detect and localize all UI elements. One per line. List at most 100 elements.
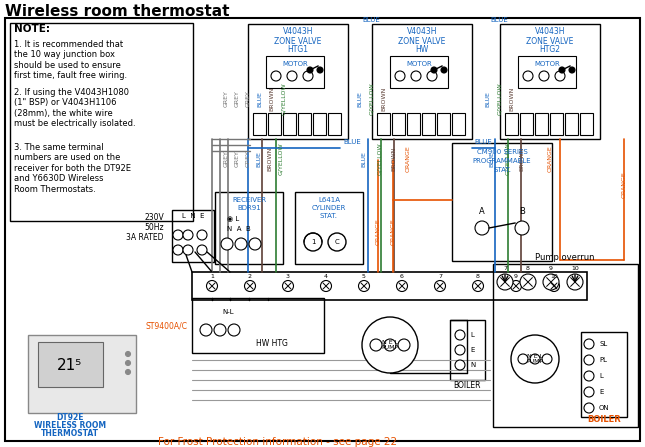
Text: G/YELLOW: G/YELLOW: [370, 83, 375, 115]
Bar: [550, 113, 563, 135]
Text: BLUE: BLUE: [361, 151, 366, 167]
Circle shape: [497, 274, 513, 290]
Circle shape: [431, 67, 437, 73]
Circle shape: [317, 67, 323, 73]
Circle shape: [473, 281, 484, 291]
Text: 9: 9: [549, 266, 553, 271]
Circle shape: [584, 387, 594, 397]
Bar: [215, 192, 283, 264]
Text: DT92E: DT92E: [56, 413, 84, 422]
Text: MOTOR: MOTOR: [282, 61, 308, 67]
Text: N E L
PUMP: N E L PUMP: [526, 354, 544, 364]
Text: BLUE: BLUE: [474, 139, 491, 145]
Bar: [192, 298, 324, 353]
Circle shape: [362, 317, 418, 373]
Text: N  A  B: N A B: [227, 226, 251, 232]
Bar: [505, 113, 518, 135]
Text: N E L
PUMP: N E L PUMP: [381, 340, 399, 350]
Text: MOTOR: MOTOR: [406, 61, 432, 67]
Text: PROGRAMMABLE: PROGRAMMABLE: [473, 158, 531, 164]
Text: ZONE VALVE: ZONE VALVE: [526, 37, 573, 46]
Circle shape: [283, 281, 293, 291]
Text: WIRELESS ROOM: WIRELESS ROOM: [34, 422, 106, 430]
Bar: [580, 113, 593, 135]
Circle shape: [435, 281, 446, 291]
Text: RECEIVER: RECEIVER: [232, 197, 266, 203]
Bar: [422, 113, 435, 135]
Text: BLUE: BLUE: [343, 139, 361, 145]
Circle shape: [321, 281, 332, 291]
Bar: [266, 56, 324, 88]
Circle shape: [303, 71, 313, 81]
Text: 9: 9: [514, 274, 518, 279]
Text: BROWN: BROWN: [381, 87, 386, 111]
Text: ◉ L: ◉ L: [227, 215, 239, 221]
Circle shape: [221, 238, 233, 250]
Text: 6: 6: [400, 274, 404, 279]
Circle shape: [584, 403, 594, 413]
Text: 1: 1: [311, 239, 315, 245]
Text: N: N: [470, 362, 475, 368]
Circle shape: [384, 339, 396, 351]
Text: 5: 5: [362, 274, 366, 279]
Text: G/YELLOW: G/YELLOW: [377, 143, 382, 175]
Circle shape: [510, 281, 522, 291]
Circle shape: [569, 67, 575, 73]
Circle shape: [173, 245, 183, 255]
Text: Pump overrun: Pump overrun: [535, 253, 595, 262]
Text: E: E: [599, 389, 603, 395]
Text: BDR91: BDR91: [237, 205, 261, 211]
Text: 1. It is recommended that
the 10 way junction box
should be used to ensure
first: 1. It is recommended that the 10 way jun…: [14, 40, 127, 80]
Text: STAT.: STAT.: [493, 167, 511, 173]
Circle shape: [455, 330, 465, 340]
Bar: [392, 113, 405, 135]
Text: L: L: [599, 373, 603, 379]
Text: GREY: GREY: [246, 91, 250, 107]
Circle shape: [567, 274, 583, 290]
Text: HW: HW: [415, 46, 429, 55]
Text: SL: SL: [599, 341, 607, 347]
Bar: [377, 113, 390, 135]
Bar: [372, 24, 472, 139]
Circle shape: [370, 339, 382, 351]
Text: BLUE: BLUE: [257, 91, 263, 107]
Text: ORANGE: ORANGE: [390, 219, 395, 245]
Circle shape: [520, 274, 536, 290]
Text: BOILER: BOILER: [587, 416, 621, 425]
Text: ON: ON: [599, 405, 610, 411]
Text: V4043H: V4043H: [407, 28, 437, 37]
Circle shape: [359, 281, 370, 291]
Text: 3. The same terminal
numbers are used on the
receiver for both the DT92E
and Y66: 3. The same terminal numbers are used on…: [14, 143, 131, 194]
Circle shape: [427, 71, 437, 81]
Circle shape: [397, 281, 408, 291]
Bar: [192, 272, 587, 300]
Text: 10: 10: [571, 266, 579, 271]
Text: V4043H: V4043H: [283, 28, 313, 37]
Text: A: A: [479, 207, 485, 215]
Text: 2. If using the V4043H1080
(1" BSP) or V4043H1106
(28mm), the white wire
must be: 2. If using the V4043H1080 (1" BSP) or V…: [14, 88, 135, 128]
Circle shape: [126, 351, 130, 357]
Text: BLUE: BLUE: [486, 91, 490, 107]
Text: BROWN: BROWN: [519, 147, 524, 171]
Circle shape: [235, 238, 247, 250]
Circle shape: [271, 71, 281, 81]
Text: 1: 1: [210, 274, 214, 279]
Bar: [407, 113, 420, 135]
Circle shape: [307, 67, 313, 73]
Bar: [295, 192, 363, 264]
Bar: [172, 210, 214, 262]
Text: BROWN: BROWN: [270, 87, 275, 111]
Bar: [283, 113, 296, 135]
Bar: [565, 113, 578, 135]
Bar: [450, 320, 485, 380]
Circle shape: [228, 324, 240, 336]
Text: C: C: [335, 239, 339, 245]
Circle shape: [523, 71, 533, 81]
Text: ORANGE: ORANGE: [406, 146, 410, 173]
Circle shape: [206, 281, 217, 291]
Circle shape: [328, 233, 346, 251]
Circle shape: [126, 370, 130, 375]
Text: ST9400A/C: ST9400A/C: [145, 321, 187, 330]
Text: 4: 4: [324, 274, 328, 279]
Text: G/YELLOW: G/YELLOW: [497, 83, 502, 115]
